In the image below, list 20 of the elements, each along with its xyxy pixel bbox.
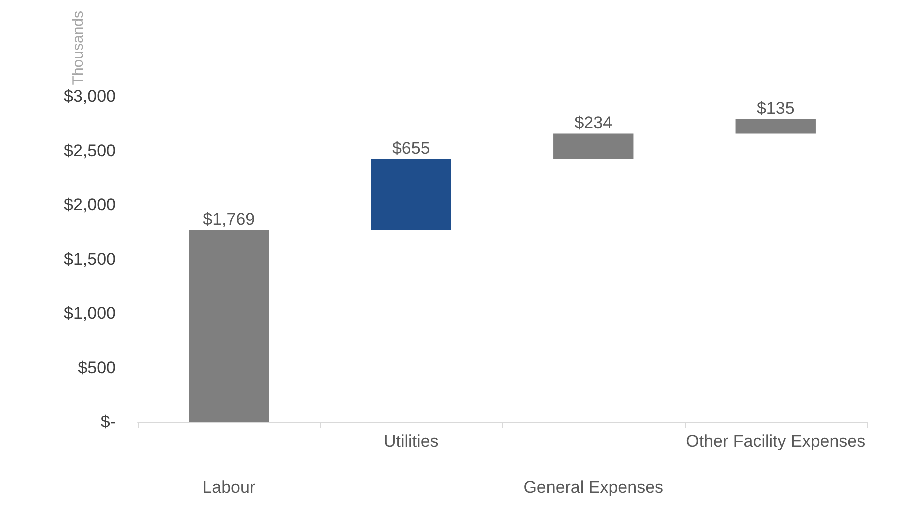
y-tick-label: $- [100, 412, 116, 432]
x-tick-label: Other Facility Expenses [686, 432, 866, 451]
y-tick-label: $500 [78, 358, 116, 378]
data-label: $135 [756, 99, 795, 118]
y-tick-label: $2,000 [64, 196, 116, 215]
y-tick-label: $3,000 [64, 87, 116, 106]
bar [189, 230, 270, 422]
data-label: $1,769 [203, 210, 256, 230]
x-tick-label: General Expenses [524, 478, 664, 497]
data-label: $234 [574, 114, 613, 133]
x-tick-label: Labour [202, 478, 256, 497]
y-axis-title: Thousands [70, 11, 87, 86]
y-tick-label: $1,500 [64, 250, 116, 269]
bar [736, 119, 816, 134]
bar [371, 159, 452, 230]
data-label: $655 [392, 139, 430, 158]
y-tick-label: $2,500 [64, 141, 116, 160]
y-tick-label: $1,000 [64, 304, 116, 324]
x-tick-label: Utilities [384, 432, 439, 451]
bar [554, 134, 634, 160]
